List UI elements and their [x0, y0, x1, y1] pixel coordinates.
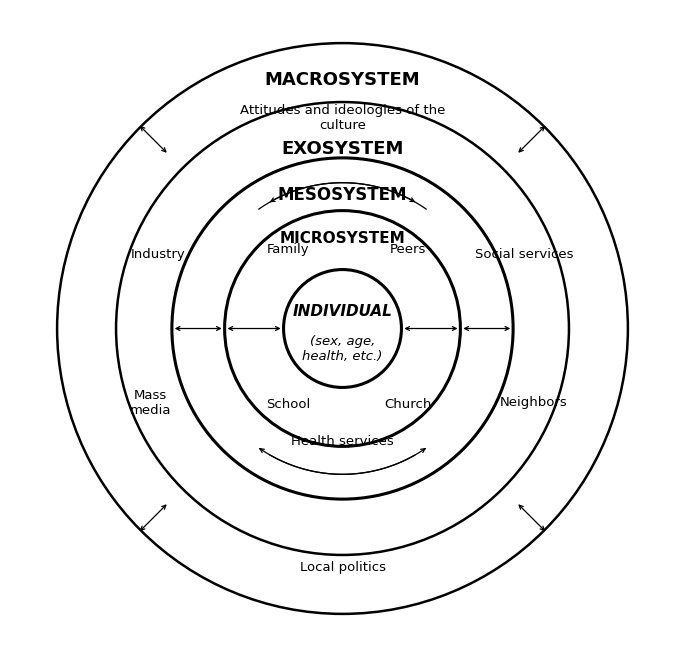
Text: Local politics: Local politics	[299, 561, 386, 574]
Text: INDIVIDUAL: INDIVIDUAL	[292, 304, 393, 319]
Text: MICROSYSTEM: MICROSYSTEM	[279, 231, 406, 246]
Text: Health services: Health services	[291, 435, 394, 448]
Text: School: School	[266, 398, 310, 411]
Text: Social services: Social services	[475, 248, 573, 261]
Text: MESOSYSTEM: MESOSYSTEM	[277, 186, 408, 204]
Text: (sex, age,
health, etc.): (sex, age, health, etc.)	[302, 334, 383, 363]
Text: Mass
media: Mass media	[129, 389, 171, 417]
Text: Family: Family	[267, 243, 310, 256]
Text: Church: Church	[384, 398, 432, 411]
Text: EXOSYSTEM: EXOSYSTEM	[282, 139, 403, 158]
Text: Industry: Industry	[131, 248, 186, 261]
Text: Peers: Peers	[390, 243, 426, 256]
Text: Attitudes and ideologies of the
culture: Attitudes and ideologies of the culture	[240, 104, 445, 131]
Text: Neighbors: Neighbors	[499, 396, 567, 409]
Text: MACROSYSTEM: MACROSYSTEM	[264, 72, 421, 89]
